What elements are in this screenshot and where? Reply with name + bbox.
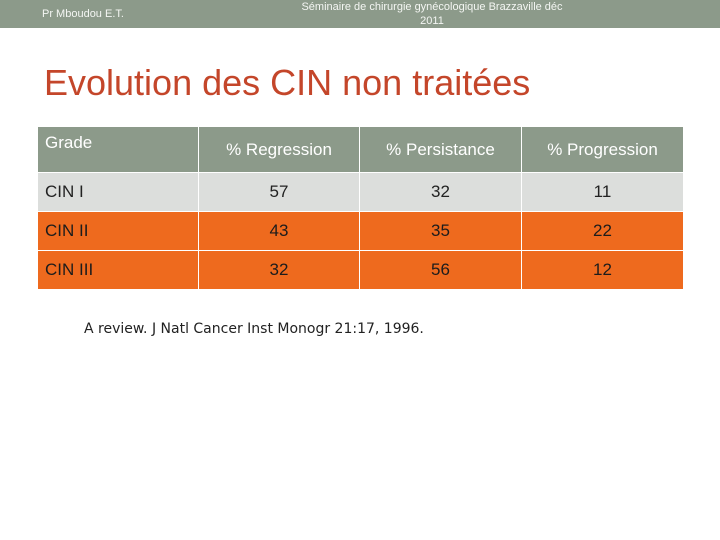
cell-regression: 57 <box>198 172 360 212</box>
header-seminar-line1: Séminaire de chirurgie gynécologique Bra… <box>301 1 563 13</box>
header-band <box>0 0 720 28</box>
table-row: CIN III 32 56 12 <box>37 250 684 290</box>
header-progression: % Progression <box>521 126 684 173</box>
table-row: CIN I 57 32 11 <box>37 172 684 212</box>
cell-persistance: 35 <box>359 211 522 251</box>
header-grade: Grade <box>37 126 199 173</box>
header-seminar-line2: 2011 <box>420 15 444 27</box>
cell-progression: 12 <box>521 250 684 290</box>
cin-evolution-table: Grade % Regression % Persistance % Progr… <box>37 126 684 290</box>
cell-grade: CIN II <box>37 211 199 251</box>
cell-progression: 11 <box>521 172 684 212</box>
cell-regression: 43 <box>198 211 360 251</box>
header-author: Pr Mboudou E.T. <box>42 8 124 20</box>
cell-regression: 32 <box>198 250 360 290</box>
cell-persistance: 56 <box>359 250 522 290</box>
cell-persistance: 32 <box>359 172 522 212</box>
header-seminar: Séminaire de chirurgie gynécologique Bra… <box>262 0 602 28</box>
table-row: CIN II 43 35 22 <box>37 211 684 251</box>
cell-grade: CIN I <box>37 172 199 212</box>
table-header-row: Grade % Regression % Persistance % Progr… <box>37 126 684 173</box>
cell-progression: 22 <box>521 211 684 251</box>
header-persistance: % Persistance <box>359 126 522 173</box>
reference-citation: A review. J Natl Cancer Inst Monogr 21:1… <box>84 321 424 337</box>
cell-grade: CIN III <box>37 250 199 290</box>
slide-title: Evolution des CIN non traitées <box>44 62 531 103</box>
header-regression: % Regression <box>198 126 360 173</box>
